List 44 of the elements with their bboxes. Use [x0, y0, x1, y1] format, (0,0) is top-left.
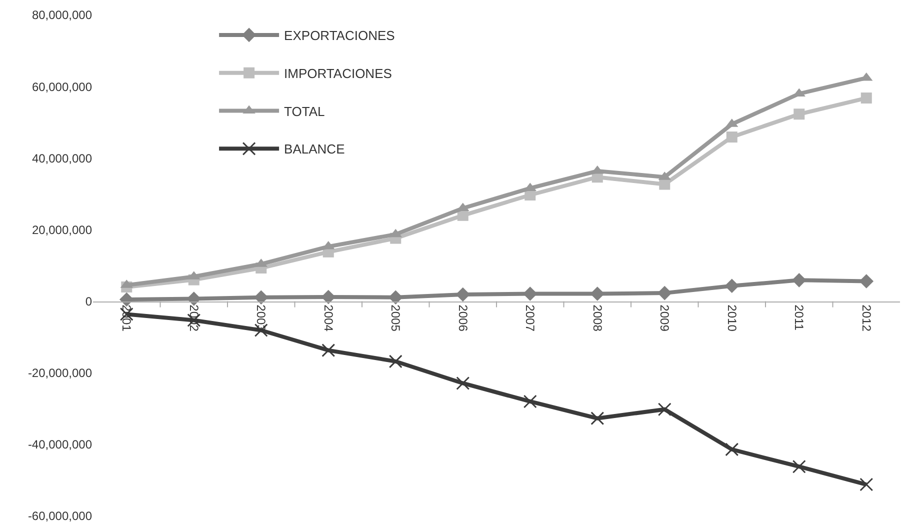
point	[725, 442, 739, 456]
legend-label: IMPORTACIONES	[284, 66, 392, 81]
point	[659, 178, 670, 190]
x-tick-label: 2005	[388, 304, 403, 332]
point	[590, 286, 605, 301]
point	[388, 290, 403, 304]
y-tick-label: -60,000,000	[28, 509, 92, 524]
legend-label: EXPORTACIONES	[284, 28, 396, 44]
x-tick-label: 2008	[590, 304, 604, 332]
y-tick-label: 0	[85, 294, 92, 308]
point	[322, 344, 336, 358]
y-tick-label: 80,000,000	[32, 8, 92, 22]
y-tick-label: -20,000,000	[28, 366, 92, 380]
y-tick-label: 40,000,000	[32, 151, 92, 166]
y-tick-label: -40,000,000	[28, 438, 92, 452]
x-tick-label: 2009	[658, 304, 672, 332]
x-tick-label: 2010	[724, 304, 739, 332]
point	[792, 273, 806, 288]
point	[794, 108, 805, 120]
x-tick-label: 2012	[859, 304, 874, 332]
point	[658, 402, 672, 416]
x-tick-label: 2004	[321, 304, 336, 332]
point	[456, 287, 470, 302]
point	[657, 286, 672, 300]
point	[119, 292, 134, 307]
point	[792, 460, 806, 474]
legend-label: BALANCE	[284, 142, 346, 157]
x-tick-label: 2006	[456, 304, 470, 332]
point	[522, 286, 538, 301]
legend-label: TOTAL	[284, 104, 325, 119]
point	[456, 376, 470, 390]
x-tick-label: 2007	[523, 304, 538, 332]
point	[859, 274, 874, 288]
point	[186, 292, 202, 306]
point	[523, 394, 537, 408]
point	[726, 132, 738, 143]
y-tick-label: 20,000,000	[32, 222, 92, 237]
x-tick-label: 2011	[792, 304, 806, 331]
point	[860, 478, 874, 492]
point	[860, 92, 872, 104]
point	[590, 412, 604, 426]
y-tick-label: 60,000,000	[32, 80, 92, 94]
point	[724, 278, 740, 294]
point	[388, 354, 402, 368]
